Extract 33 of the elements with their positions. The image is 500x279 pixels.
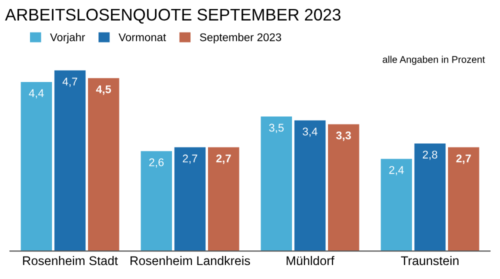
bar [328, 124, 360, 252]
legend-label: September 2023 [200, 33, 282, 44]
data-label: 4,4 [28, 89, 44, 98]
x-tick-label: Rosenheim Stadt [23, 256, 118, 266]
legend-label: Vormonat [118, 33, 166, 42]
bar [208, 147, 240, 252]
text: alle Angaben in Prozent [382, 56, 485, 65]
data-label: 4,5 [96, 85, 112, 95]
data-label: 3,4 [302, 128, 318, 137]
data-label: 4,7 [62, 78, 78, 87]
data-label: 2,4 [389, 166, 404, 176]
bar [414, 143, 446, 252]
data-label: 3,5 [269, 124, 284, 133]
bar [294, 120, 326, 252]
data-label: 3,3 [336, 131, 351, 141]
x-tick-label: Mühldorf [286, 256, 334, 266]
legend-label: Vorjahr [50, 33, 86, 44]
chart-title: ARBEITSLOSENQUOTE SEPTEMBER 2023 [5, 8, 340, 24]
bar [380, 158, 412, 252]
data-label: 2,8 [422, 150, 438, 160]
bar [20, 82, 52, 252]
bar [260, 116, 292, 252]
data-label: 2,7 [182, 154, 198, 164]
bar [88, 78, 120, 252]
data-label: 2,7 [456, 154, 471, 164]
bar [448, 147, 480, 252]
x-tick-label: Rosenheim Landkreis [130, 256, 250, 266]
bar [140, 151, 172, 252]
data-label: 2,6 [149, 158, 164, 168]
data-label: 2,7 [216, 154, 231, 164]
x-tick-label: Traunstein [400, 256, 458, 266]
bar [54, 70, 86, 252]
bar [174, 147, 206, 252]
